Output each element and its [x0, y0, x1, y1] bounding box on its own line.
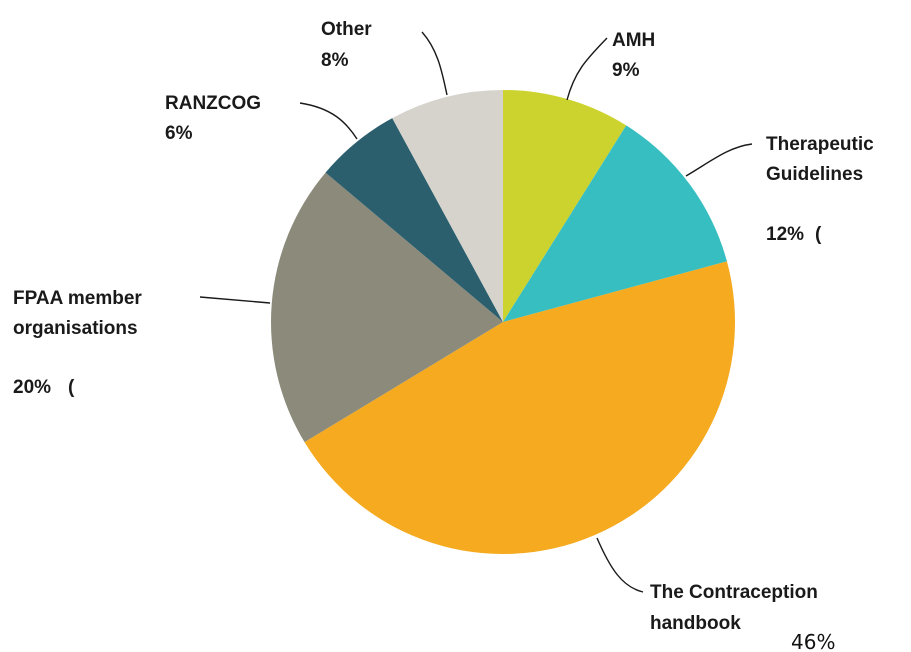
pie-slice-fpaa-member-organisations: [271, 172, 503, 443]
pie-slices: [271, 90, 736, 555]
slice-label-amh: AMH: [612, 30, 655, 51]
pie-slice-therapeutic-guidelines: [503, 125, 727, 322]
slice-label-fpaa-line1: FPAA member: [13, 288, 142, 309]
leader-line-contraception: [596, 537, 644, 593]
leader-line-fpaa: [199, 296, 271, 304]
value-label-other: 8%: [321, 50, 349, 71]
slice-label-other: Other: [321, 19, 372, 40]
pie-slice-amh: [503, 90, 627, 322]
pie-slice-the-contraception-handbook: [304, 261, 736, 555]
artifact-glyph-therapeutic: (: [815, 224, 822, 245]
leader-line-therapeutic: [685, 143, 753, 177]
leader-line-ranzcog: [299, 102, 358, 140]
value-label-fpaa: 20%: [13, 377, 51, 398]
pie-slice-other: [392, 90, 503, 322]
leader-line-amh: [566, 37, 608, 101]
value-label-ranzcog: 6%: [165, 123, 193, 144]
artifact-glyph-fpaa: (: [68, 377, 75, 398]
value-label-therapeutic: 12%: [766, 224, 804, 245]
slice-label-contraception-line1: The Contraception: [650, 582, 818, 603]
slice-label-contraception-line2: handbook: [650, 613, 741, 634]
leader-lines: [199, 31, 753, 593]
leader-line-other: [421, 31, 448, 96]
slice-labels: AMH 9% Therapeutic Guidelines 12% ( The …: [13, 19, 874, 652]
pie-slice-ranzcog: [325, 118, 503, 322]
value-label-amh: 9%: [612, 60, 640, 81]
slice-label-ranzcog: RANZCOG: [165, 93, 261, 114]
slice-label-therapeutic-line1: Therapeutic: [766, 134, 874, 155]
slice-label-therapeutic-line2: Guidelines: [766, 164, 863, 185]
slice-label-fpaa-line2: organisations: [13, 318, 138, 339]
value-label-contraception: 46%: [791, 630, 835, 652]
